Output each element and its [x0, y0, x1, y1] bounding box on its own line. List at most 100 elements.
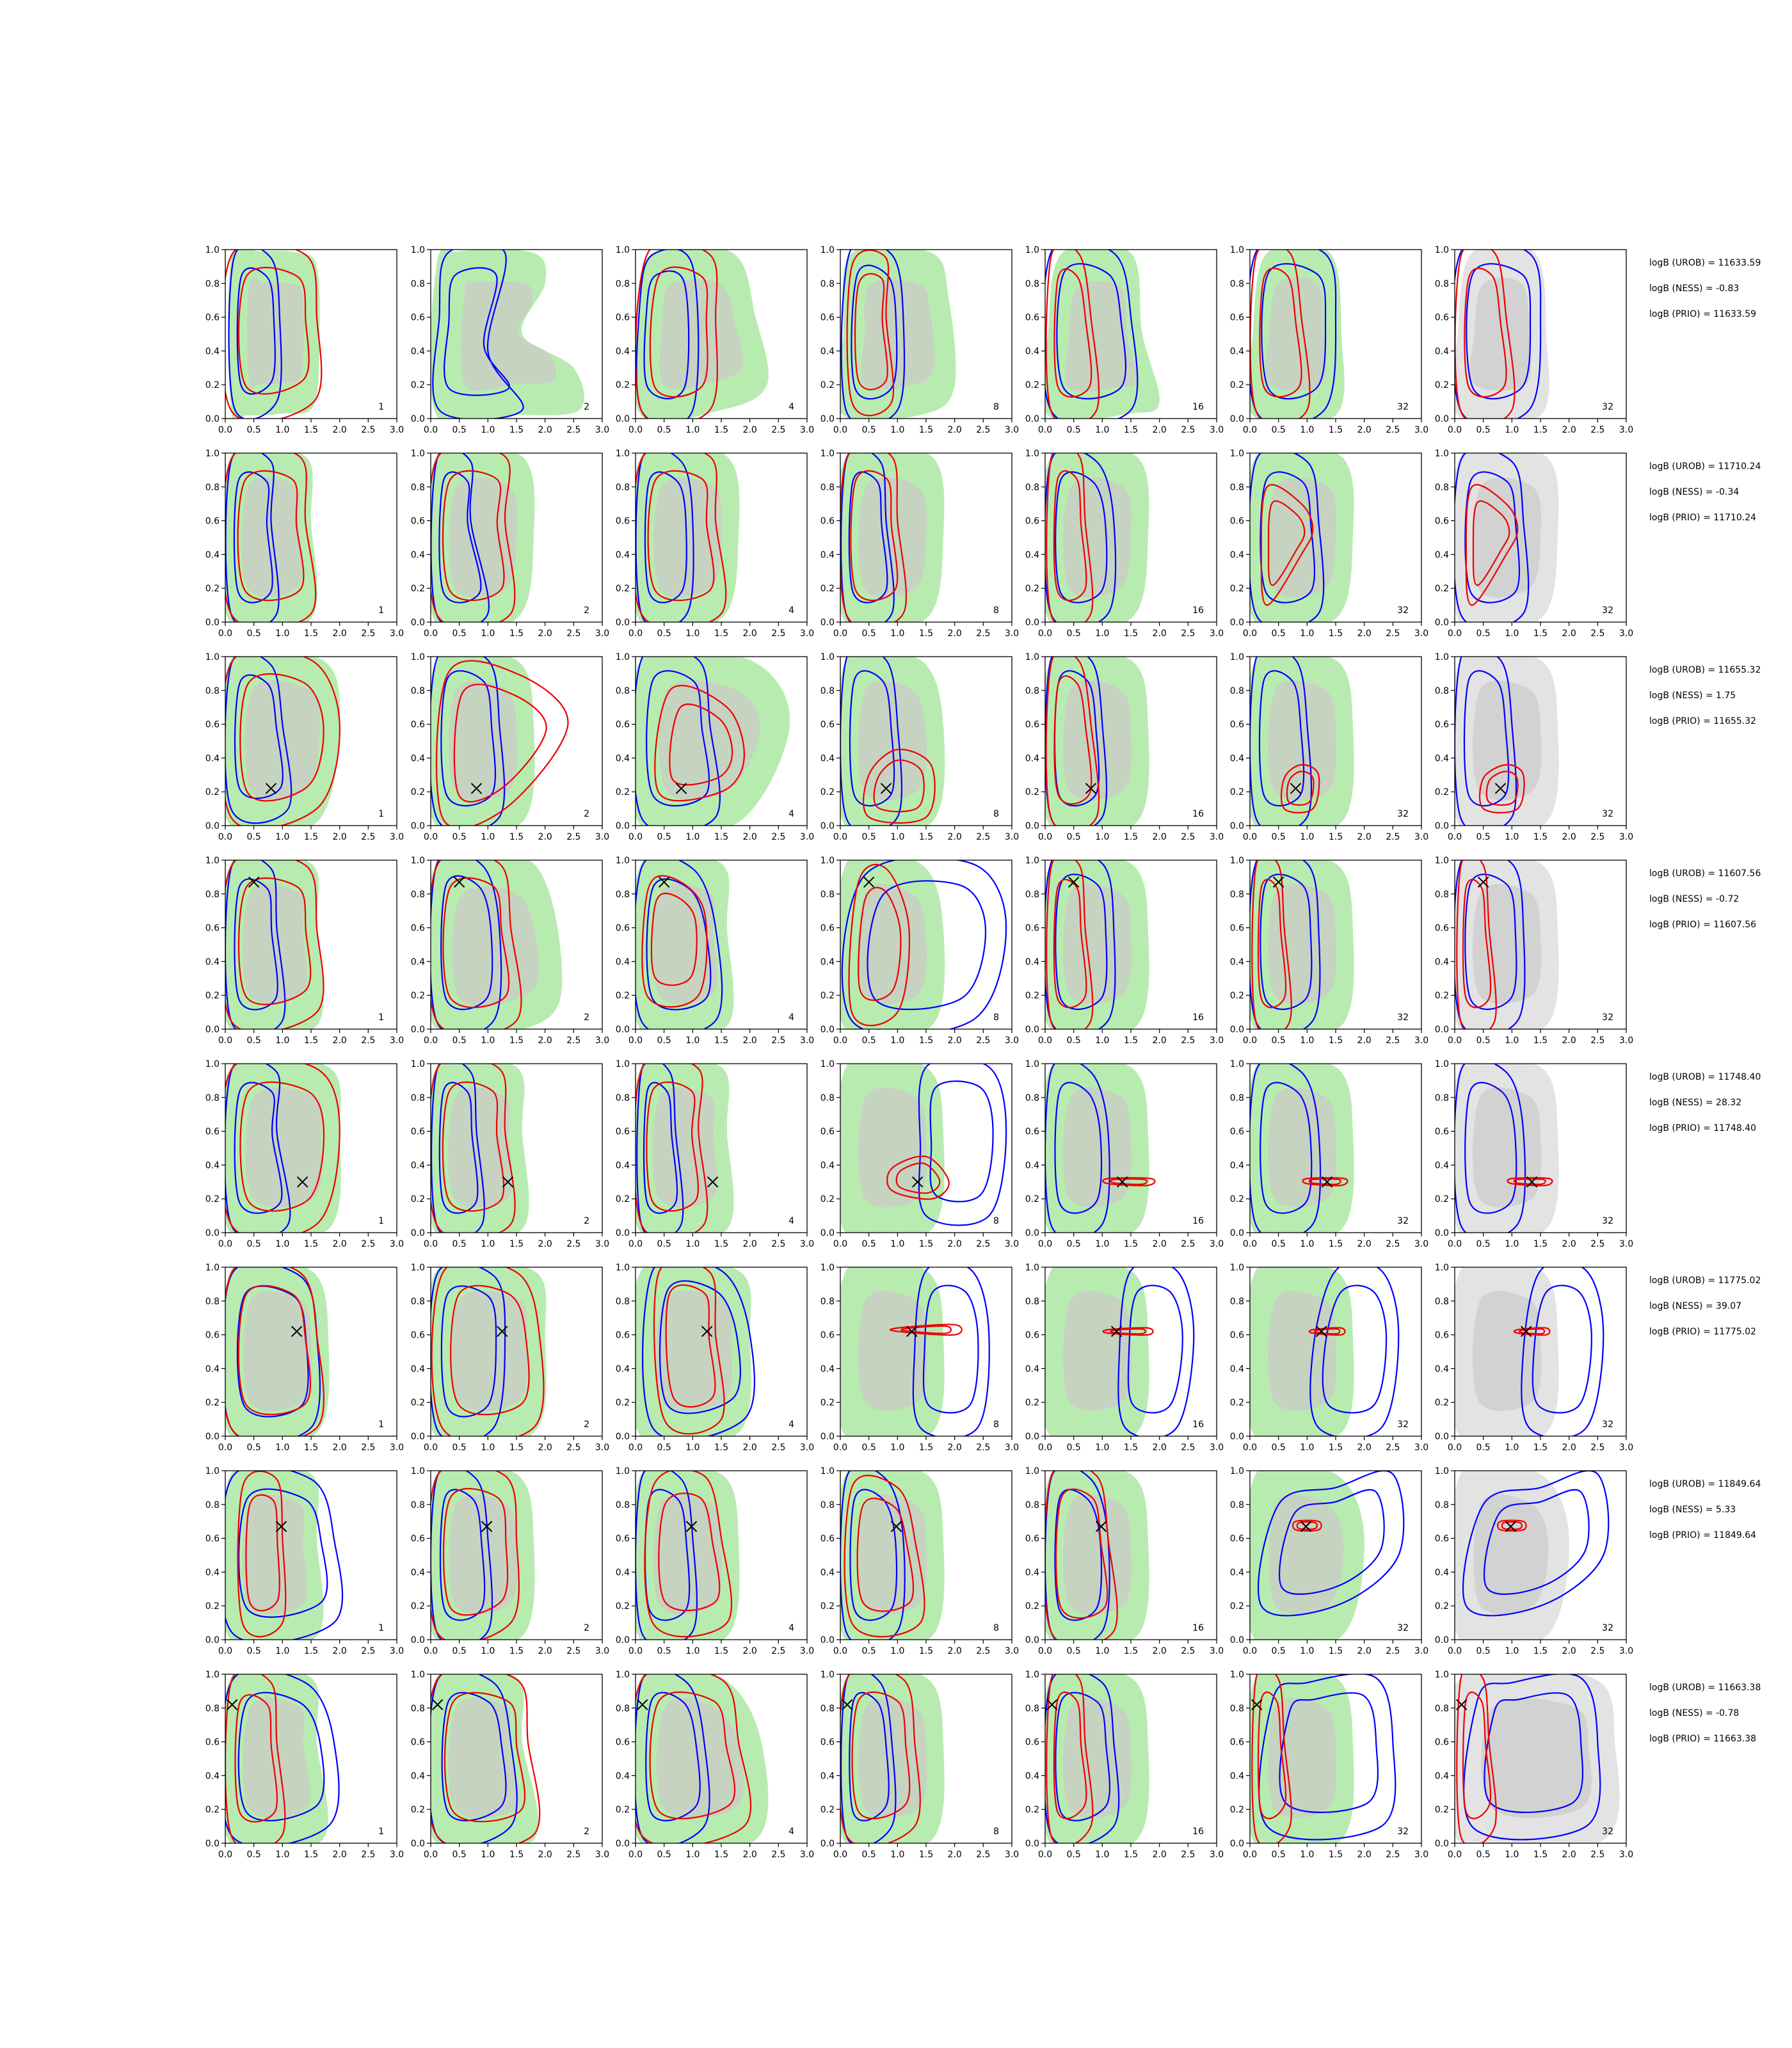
- x-tick-label: 0.0: [628, 1443, 643, 1453]
- y-tick-label: 0.0: [1230, 1228, 1244, 1238]
- panel-plot-area: [840, 1064, 1007, 1233]
- x-tick-label: 1.5: [1533, 1239, 1548, 1249]
- panel-plot-area: [431, 657, 569, 826]
- logb-annotation: logB (UROB) = 11849.64: [1649, 1479, 1761, 1489]
- panel-plot-area: [1455, 1064, 1559, 1233]
- logb-annotation: logB (NESS) = 28.32: [1649, 1098, 1741, 1108]
- x-tick-label: 0.0: [424, 425, 438, 435]
- x-tick-label: 2.5: [361, 628, 375, 639]
- y-tick-label: 1.0: [1435, 1263, 1449, 1273]
- y-tick-label: 0.4: [411, 1364, 425, 1374]
- true-value-marker: [890, 1521, 902, 1532]
- x-tick-label: 1.5: [509, 1239, 524, 1249]
- y-tick-label: 0.0: [1435, 618, 1449, 628]
- panel-r6-c3: 0.0 0.5 1.0 1.5 2.0 2.5 3.0 0.0 0.2 0.4 0.6 0.8 1.0 4: [616, 1263, 814, 1453]
- panel-n-label: 8: [993, 1216, 999, 1226]
- red-contour-inner: [873, 759, 925, 813]
- x-tick-label: 2.5: [1590, 1850, 1604, 1860]
- x-tick-label: 0.5: [1067, 1239, 1081, 1249]
- panel-plot-area: [1250, 860, 1354, 1029]
- red-contour-inner: [237, 1284, 312, 1416]
- x-tick-label: 2.0: [948, 1850, 962, 1860]
- y-tick-label: 0.0: [1025, 821, 1039, 831]
- posterior-density-core: [1268, 884, 1337, 1004]
- panel-r6-c4: 0.0 0.5 1.0 1.5 2.0 2.5 3.0 0.0 0.2 0.4 0.6 0.8 1.0 8: [820, 1263, 1019, 1453]
- blue-contour-inner: [1322, 1284, 1388, 1414]
- red-contour-outer: [1102, 1177, 1156, 1187]
- y-tick-label: 0.0: [1025, 414, 1039, 424]
- y-tick-label: 1.0: [411, 245, 425, 255]
- red-contour-inner: [442, 877, 510, 1009]
- panel-n-label: 8: [993, 605, 999, 616]
- posterior-density-core: [659, 680, 760, 801]
- y-tick-label: 0.4: [1025, 550, 1039, 560]
- red-contour-outer: [225, 657, 340, 826]
- y-tick-label: 0.0: [1025, 1635, 1039, 1645]
- x-tick-label: 1.5: [714, 425, 728, 435]
- x-tick-label: 2.5: [1590, 1443, 1604, 1453]
- y-tick-label: 0.6: [1435, 1738, 1449, 1748]
- true-value-marker: [453, 876, 465, 888]
- panel-n-label: 32: [1602, 1623, 1613, 1633]
- x-tick-label: 0.0: [1038, 832, 1052, 842]
- panel-n-label: 32: [1602, 605, 1613, 616]
- x-tick-label: 0.5: [1067, 1443, 1081, 1453]
- x-tick-label: 1.0: [1300, 832, 1314, 842]
- blue-contour-inner: [1464, 874, 1517, 1011]
- red-contour-inner: [453, 684, 547, 803]
- panel-r2-c7: 0.0 0.5 1.0 1.5 2.0 2.5 3.0 0.0 0.2 0.4 0.6 0.8 1.0 3…: [1435, 449, 1633, 639]
- y-tick-label: 0.0: [411, 1025, 425, 1035]
- x-tick-label: 2.0: [1357, 628, 1372, 639]
- x-tick-label: 0.0: [833, 1443, 847, 1453]
- y-tick-label: 0.2: [1435, 1194, 1449, 1204]
- posterior-density-core: [1268, 1494, 1344, 1615]
- y-tick-label: 1.0: [411, 1263, 425, 1273]
- red-contour-inner: [1485, 771, 1519, 806]
- blue-contour-outer: [636, 453, 694, 622]
- red-contour-inner: [650, 892, 698, 986]
- x-tick-label: 1.0: [1505, 1036, 1519, 1046]
- y-tick-label: 0.6: [1435, 1331, 1449, 1341]
- posterior-density-core: [1063, 1291, 1132, 1411]
- y-tick-label: 0.4: [616, 957, 630, 967]
- x-tick-label: 0.5: [1067, 1646, 1081, 1656]
- blue-contour-outer: [225, 1471, 344, 1640]
- y-tick-label: 0.0: [1435, 1432, 1449, 1442]
- x-tick-label: 1.0: [1095, 425, 1109, 435]
- y-tick-label: 1.0: [1230, 245, 1244, 255]
- true-value-marker: [906, 1325, 918, 1338]
- y-tick-label: 0.8: [205, 279, 220, 289]
- y-tick-label: 0.2: [820, 584, 835, 594]
- x-tick-label: 3.0: [390, 628, 404, 639]
- x-tick-label: 2.0: [948, 1239, 962, 1249]
- panel-n-label: 32: [1602, 1827, 1613, 1837]
- y-tick-label: 0.8: [1435, 890, 1449, 900]
- red-contour-outer: [431, 453, 516, 622]
- x-tick-label: 1.0: [275, 628, 289, 639]
- logb-annotation: logB (UROB) = 11633.59: [1649, 258, 1761, 268]
- x-tick-label: 1.0: [1505, 1850, 1519, 1860]
- panel-n-label: 16: [1192, 1012, 1204, 1023]
- red-contour-inner: [1053, 879, 1087, 1009]
- blue-contour-outer: [1250, 1064, 1322, 1233]
- y-tick-label: 1.0: [1435, 1670, 1449, 1680]
- y-tick-label: 1.0: [820, 449, 835, 459]
- y-tick-label: 0.0: [205, 1432, 220, 1442]
- blue-contour-inner: [234, 1082, 283, 1214]
- x-tick-label: 1.5: [304, 1239, 318, 1249]
- panel-r5-c5: 0.0 0.5 1.0 1.5 2.0 2.5 3.0 0.0 0.2 0.4 0.6 0.8 1.0 1…: [1025, 1059, 1224, 1249]
- x-tick-label: 2.5: [976, 1443, 990, 1453]
- red-contour-outer: [1496, 1519, 1527, 1532]
- panel-r4-c5: 0.0 0.5 1.0 1.5 2.0 2.5 3.0 0.0 0.2 0.4 0.6 0.8 1.0 1…: [1025, 856, 1224, 1046]
- y-tick-label: 0.8: [820, 686, 835, 696]
- x-tick-label: 3.0: [390, 425, 404, 435]
- y-tick-label: 0.6: [411, 924, 425, 934]
- red-contour-outer: [653, 1267, 725, 1435]
- posterior-density-core: [652, 1087, 718, 1208]
- panel-plot-area: [225, 453, 317, 622]
- x-tick-label: 1.5: [304, 1850, 318, 1860]
- x-tick-label: 1.0: [1505, 425, 1519, 435]
- y-tick-label: 0.2: [616, 1805, 630, 1815]
- red-contour-inner: [1296, 1521, 1318, 1530]
- panel-plot-area: [1250, 1064, 1354, 1233]
